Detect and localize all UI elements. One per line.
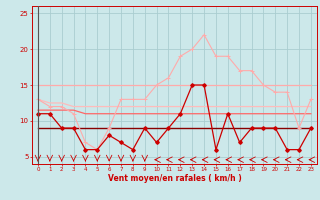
X-axis label: Vent moyen/en rafales ( km/h ): Vent moyen/en rafales ( km/h ) <box>108 174 241 183</box>
